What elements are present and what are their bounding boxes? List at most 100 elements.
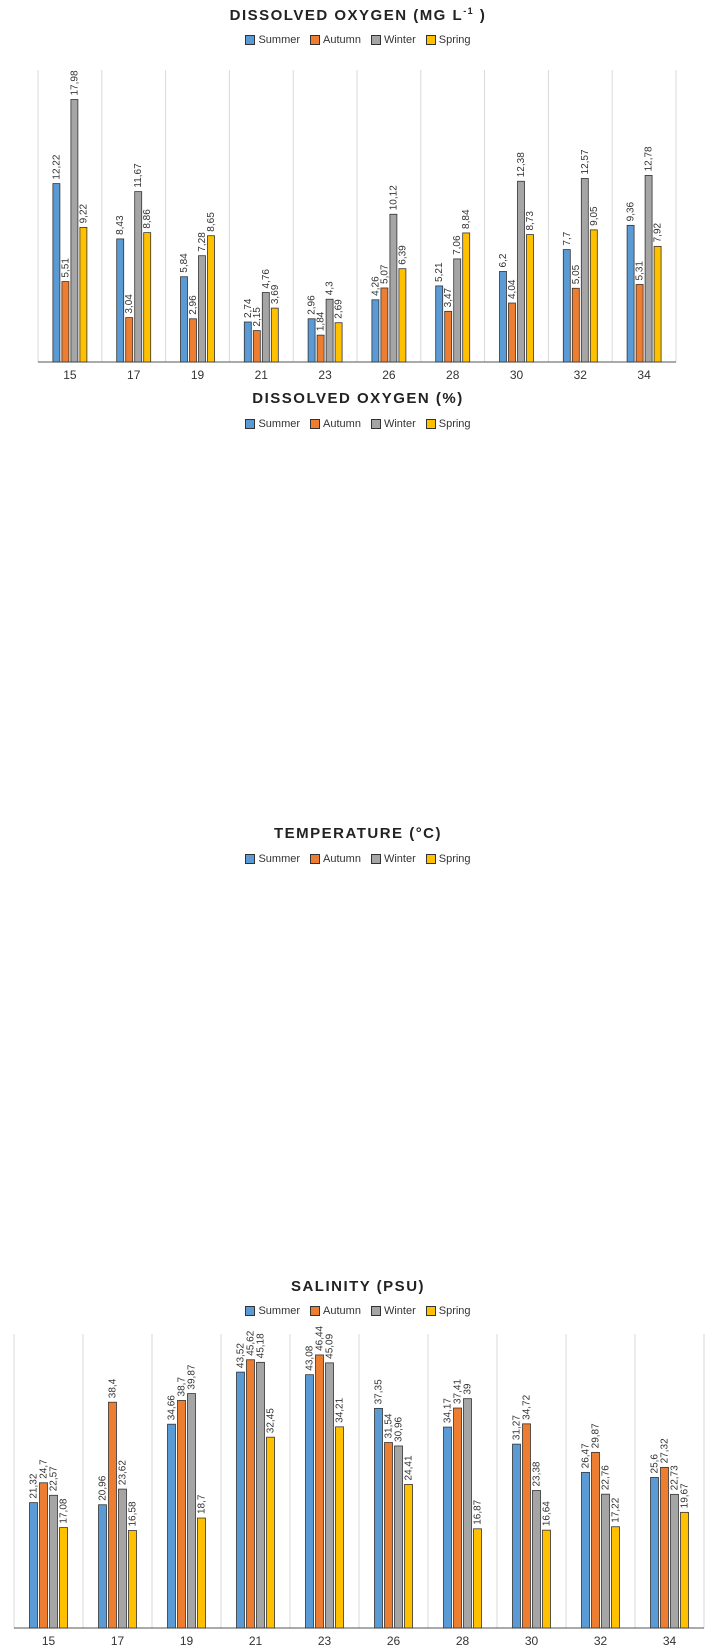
bar-spring [197,1517,206,1629]
data-label: 22,73 [670,1465,681,1490]
data-label: 29,87 [591,1423,602,1448]
x-tick-label: 34 [663,1634,677,1648]
bar-summer [443,1426,452,1629]
data-label: 4,76 [261,269,272,289]
bar-winter [256,1361,265,1629]
data-label: 24,41 [404,1455,415,1480]
legend-item-spring: Spring [425,853,471,865]
bar-winter [118,1488,127,1629]
data-label: 30,96 [394,1416,405,1441]
legend-item-summer: Summer [245,418,300,430]
data-label: 25,6 [650,1454,661,1474]
bar-spring [334,322,343,363]
data-label: 2,96 [307,295,318,315]
bar-autumn [315,1354,324,1629]
data-label: 34,72 [522,1394,533,1419]
legend-item-spring: Spring [425,1305,471,1317]
bar-spring [653,245,662,363]
bar-autumn [380,287,389,363]
data-label: 34,17 [443,1398,454,1423]
x-tick-label: 19 [180,1634,194,1648]
chart-plot-area: 15 12,22 5,51 17,98 9,22 17 8,43 3,04 11,67 8,86 1… [37,70,677,382]
data-label: 12,78 [644,146,655,171]
bar-autumn [125,317,134,363]
bar-autumn [591,1451,600,1629]
bar-autumn [252,330,261,363]
bar-winter [517,180,525,363]
legend-item-autumn: Autumn [310,418,361,430]
data-label: 17,08 [59,1498,70,1523]
data-label: 8,86 [142,209,153,229]
data-label: 45,18 [256,1333,267,1358]
data-label: 17,22 [611,1497,622,1522]
legend-item-summer: Summer [245,1305,300,1317]
data-label: 7,92 [653,222,664,242]
bar-winter [394,1445,403,1629]
data-label: 20,96 [98,1475,109,1500]
data-label: 18,7 [197,1494,208,1514]
bar-spring [335,1426,344,1629]
data-label: 3,04 [124,294,135,314]
x-tick-label: 26 [382,368,396,382]
data-label: 8,65 [206,212,217,232]
bar-summer [305,1374,314,1629]
legend-item-winter: Winter [370,418,416,430]
bar-winter [644,175,653,363]
x-tick-label: 30 [525,1634,539,1648]
data-label: 12,57 [580,149,591,174]
x-tick-label: 32 [594,1634,608,1648]
chart-title: DISSOLVED OXYGEN (MG L-1 ) [229,6,487,24]
bar-winter [601,1493,610,1629]
bar-autumn [508,302,516,363]
data-label: 39 [463,1383,474,1395]
data-label: 8,73 [525,211,536,231]
data-label: 2,96 [188,295,199,315]
bar-spring [207,235,215,363]
data-label: 4,26 [370,276,381,296]
bar-summer [307,318,316,363]
bar-spring [404,1484,413,1629]
bar-summer [650,1477,659,1629]
data-label: 37,35 [374,1379,385,1404]
bar-spring [398,268,407,363]
bar-summer [499,271,507,363]
bar-autumn [189,318,197,363]
legend-swatch-summer [245,35,256,45]
x-tick-label: 26 [387,1634,401,1648]
data-label: 34,66 [167,1395,178,1420]
bar-winter [70,99,79,363]
data-label: 16,87 [473,1499,484,1524]
data-label: 3,69 [270,284,281,304]
legend-item-summer: Summer [245,34,300,46]
bar-spring [542,1529,551,1629]
bar-summer [29,1502,38,1629]
data-label: 3,47 [443,287,454,307]
bar-summer [180,276,188,363]
bar-autumn [444,310,453,363]
data-label: 8,84 [461,209,472,229]
bar-winter [670,1493,679,1629]
x-tick-label: 28 [446,368,460,382]
bar-autumn [635,284,644,363]
data-label: 4,3 [325,281,336,295]
bar-summer [116,238,125,363]
bar-winter [532,1490,541,1629]
data-label: 43,08 [305,1345,316,1370]
x-tick-label: 21 [249,1634,263,1648]
bar-autumn [39,1482,48,1629]
bar-winter [49,1494,58,1629]
bar-summer [236,1371,245,1629]
data-label: 5,84 [179,253,190,273]
legend-item-winter: Winter [370,1305,416,1317]
legend-item-summer: Summer [245,853,300,865]
legend-swatch-spring [425,419,436,429]
data-label: 9,36 [626,201,637,221]
data-label: 19,67 [680,1483,691,1508]
data-label: 5,07 [379,264,390,284]
legend-swatch-autumn [310,35,321,45]
legend-item-winter: Winter [370,853,416,865]
bar-winter [580,178,589,363]
bar-summer [98,1504,107,1629]
data-label: 11,67 [133,163,144,188]
